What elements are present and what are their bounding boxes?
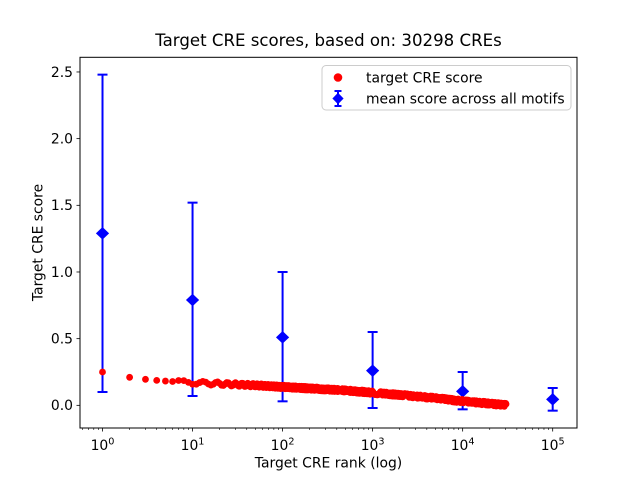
y-tick-label: 2.5 xyxy=(51,65,73,81)
mean-score-point xyxy=(95,73,110,393)
x-axis-label: Target CRE rank (log) xyxy=(254,456,402,472)
plot-border xyxy=(79,56,578,429)
x-tick-label: 101 xyxy=(181,437,205,455)
blue-diamond-marker xyxy=(456,385,470,398)
legend: target CRE score mean score across all m… xyxy=(321,65,572,111)
axis-ticks: 0.0 0.5 1.0 1.5 2.0 2.5 100 101 102 103 104 105 xyxy=(51,65,565,454)
red-scatter-dot xyxy=(99,368,106,376)
plot-area xyxy=(80,57,577,429)
x-tick-label: 103 xyxy=(361,437,385,455)
blue-diamond-marker xyxy=(95,227,110,240)
red-scatter-dot xyxy=(153,376,161,384)
mean-score-point xyxy=(185,201,200,397)
y-axis-label: Target CRE score xyxy=(31,184,47,302)
x-tick-label: 102 xyxy=(271,437,295,455)
legend-item-mean-score: mean score across all motifs xyxy=(332,90,565,108)
y-tick-label: 2.0 xyxy=(51,131,73,147)
x-tick-label: 105 xyxy=(541,437,565,455)
legend-red-circle-icon xyxy=(333,73,343,82)
blue-diamond-marker xyxy=(185,293,200,307)
mean-score-point xyxy=(275,270,290,403)
y-tick-label: 1.0 xyxy=(51,265,73,281)
x-tick-label: 104 xyxy=(451,437,475,455)
blue-diamond-marker xyxy=(275,331,290,344)
legend-item-target-score: target CRE score xyxy=(333,71,483,87)
x-tick-label: 100 xyxy=(91,437,115,455)
red-scatter-dot xyxy=(162,377,169,385)
y-tick-label: 0.0 xyxy=(51,398,73,414)
legend-label-mean-score: mean score across all motifs xyxy=(366,92,565,108)
red-scatter-dot xyxy=(142,375,149,383)
red-scatter-dot xyxy=(175,377,182,384)
target-score-series xyxy=(99,368,510,410)
blue-diamond-marker xyxy=(546,393,560,406)
y-tick-label: 0.5 xyxy=(51,331,73,347)
legend-errorbar-caps xyxy=(334,90,342,107)
legend-blue-diamond-icon xyxy=(332,92,344,105)
legend-label-target-score: target CRE score xyxy=(366,71,483,87)
red-scatter-dot xyxy=(169,378,176,385)
y-tick-label: 1.5 xyxy=(51,198,73,214)
blue-diamond-marker xyxy=(366,364,380,377)
red-scatter-dot xyxy=(126,373,134,381)
legend-frame xyxy=(321,65,572,111)
chart-title: Target CRE scores, based on: 30298 CREs xyxy=(154,31,501,50)
red-scatter-dot xyxy=(502,400,510,408)
mean-score-point xyxy=(546,386,560,412)
